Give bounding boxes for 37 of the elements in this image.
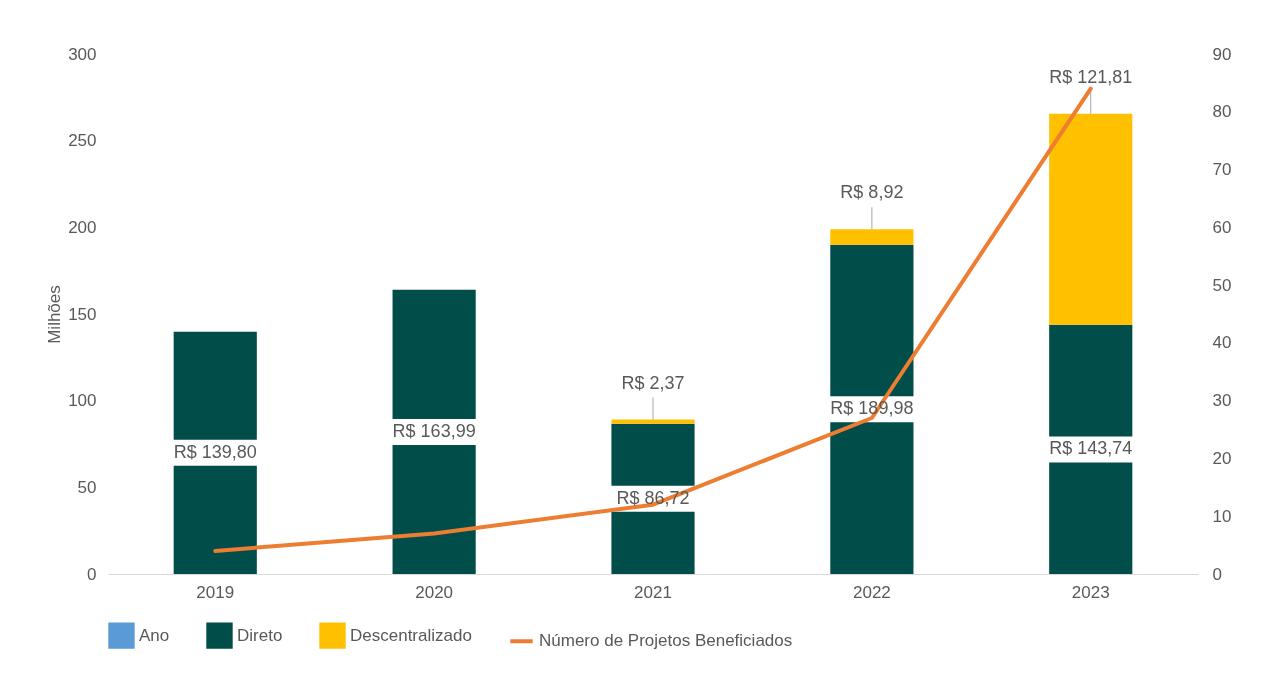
x-tick-label: 2021 [634, 582, 672, 602]
data-label: R$ 2,37 [621, 372, 685, 393]
y2-tick-label: 10 [1212, 506, 1232, 526]
legend-label: Ano [139, 625, 170, 645]
data-label: R$ 163,99 [392, 420, 476, 441]
y2-tick-label: 60 [1212, 217, 1232, 237]
data-label: R$ 8,92 [840, 182, 904, 203]
y2-tick-label: 20 [1212, 448, 1232, 468]
data-label: R$ 143,74 [1049, 438, 1133, 459]
x-tick-label: 2022 [852, 582, 891, 602]
y-tick-label: 50 [77, 477, 97, 497]
y2-tick-label: 70 [1212, 160, 1232, 180]
y-tick-label: 250 [68, 131, 97, 151]
bar [830, 229, 914, 245]
legend-label: Descentralizado [350, 625, 472, 645]
y-axis-title: Milhões [45, 285, 65, 344]
y2-tick-label: 80 [1212, 102, 1232, 122]
bar [1049, 113, 1133, 325]
y2-tick-label: 50 [1212, 275, 1232, 295]
y-tick-label: 200 [68, 217, 97, 237]
bar [611, 419, 695, 424]
y2-tick-label: 0 [1212, 564, 1222, 584]
y-tick-label: 0 [87, 564, 97, 584]
data-label: R$ 121,81 [1049, 66, 1133, 87]
y2-tick-label: 40 [1212, 333, 1232, 353]
x-tick-label: 2019 [196, 582, 235, 602]
legend-label: Número de Projetos Beneficiados [539, 631, 793, 651]
y-tick-label: 150 [68, 304, 97, 324]
bar [830, 244, 914, 574]
y2-tick-label: 90 [1212, 44, 1232, 64]
y-tick-label: 300 [68, 44, 97, 64]
x-tick-label: 2023 [1071, 582, 1110, 602]
y2-tick-label: 30 [1212, 391, 1232, 411]
x-tick-label: 2020 [415, 582, 454, 602]
legend-label: Direto [237, 625, 283, 645]
data-label: R$ 139,80 [173, 441, 257, 462]
y-tick-label: 100 [68, 391, 97, 411]
